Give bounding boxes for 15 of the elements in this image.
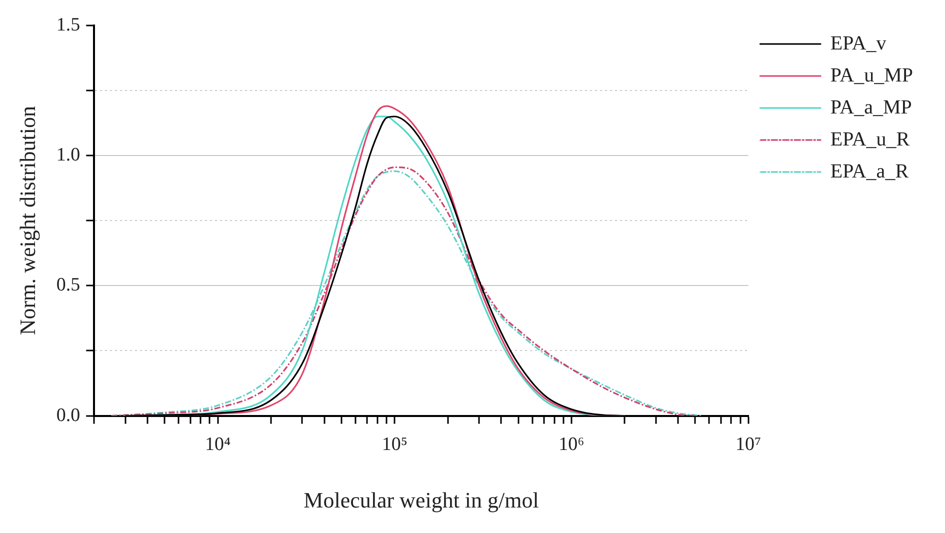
y-tick-label: 0.5 [56,274,80,296]
legend-label: PA_u_MP [830,64,914,86]
legend-label: EPA_v [830,32,886,54]
y-tick-label: 1.5 [56,14,80,36]
x-axis-title: Molecular weight in g/mol [304,488,539,513]
legend-label: EPA_u_R [830,128,910,150]
y-tick-label: 1.0 [56,144,80,166]
legend-label: EPA_a_R [830,160,910,182]
x-tick-label: 10⁶ [558,434,584,456]
legend-label: PA_a_MP [830,96,912,118]
x-tick-label: 10⁴ [204,434,231,456]
y-tick-label: 0.0 [56,404,80,426]
y-axis-title: Norm. weight distribution [14,106,40,336]
x-tick-label: 10⁷ [736,434,762,456]
x-tick-label: 10⁵ [382,434,408,456]
